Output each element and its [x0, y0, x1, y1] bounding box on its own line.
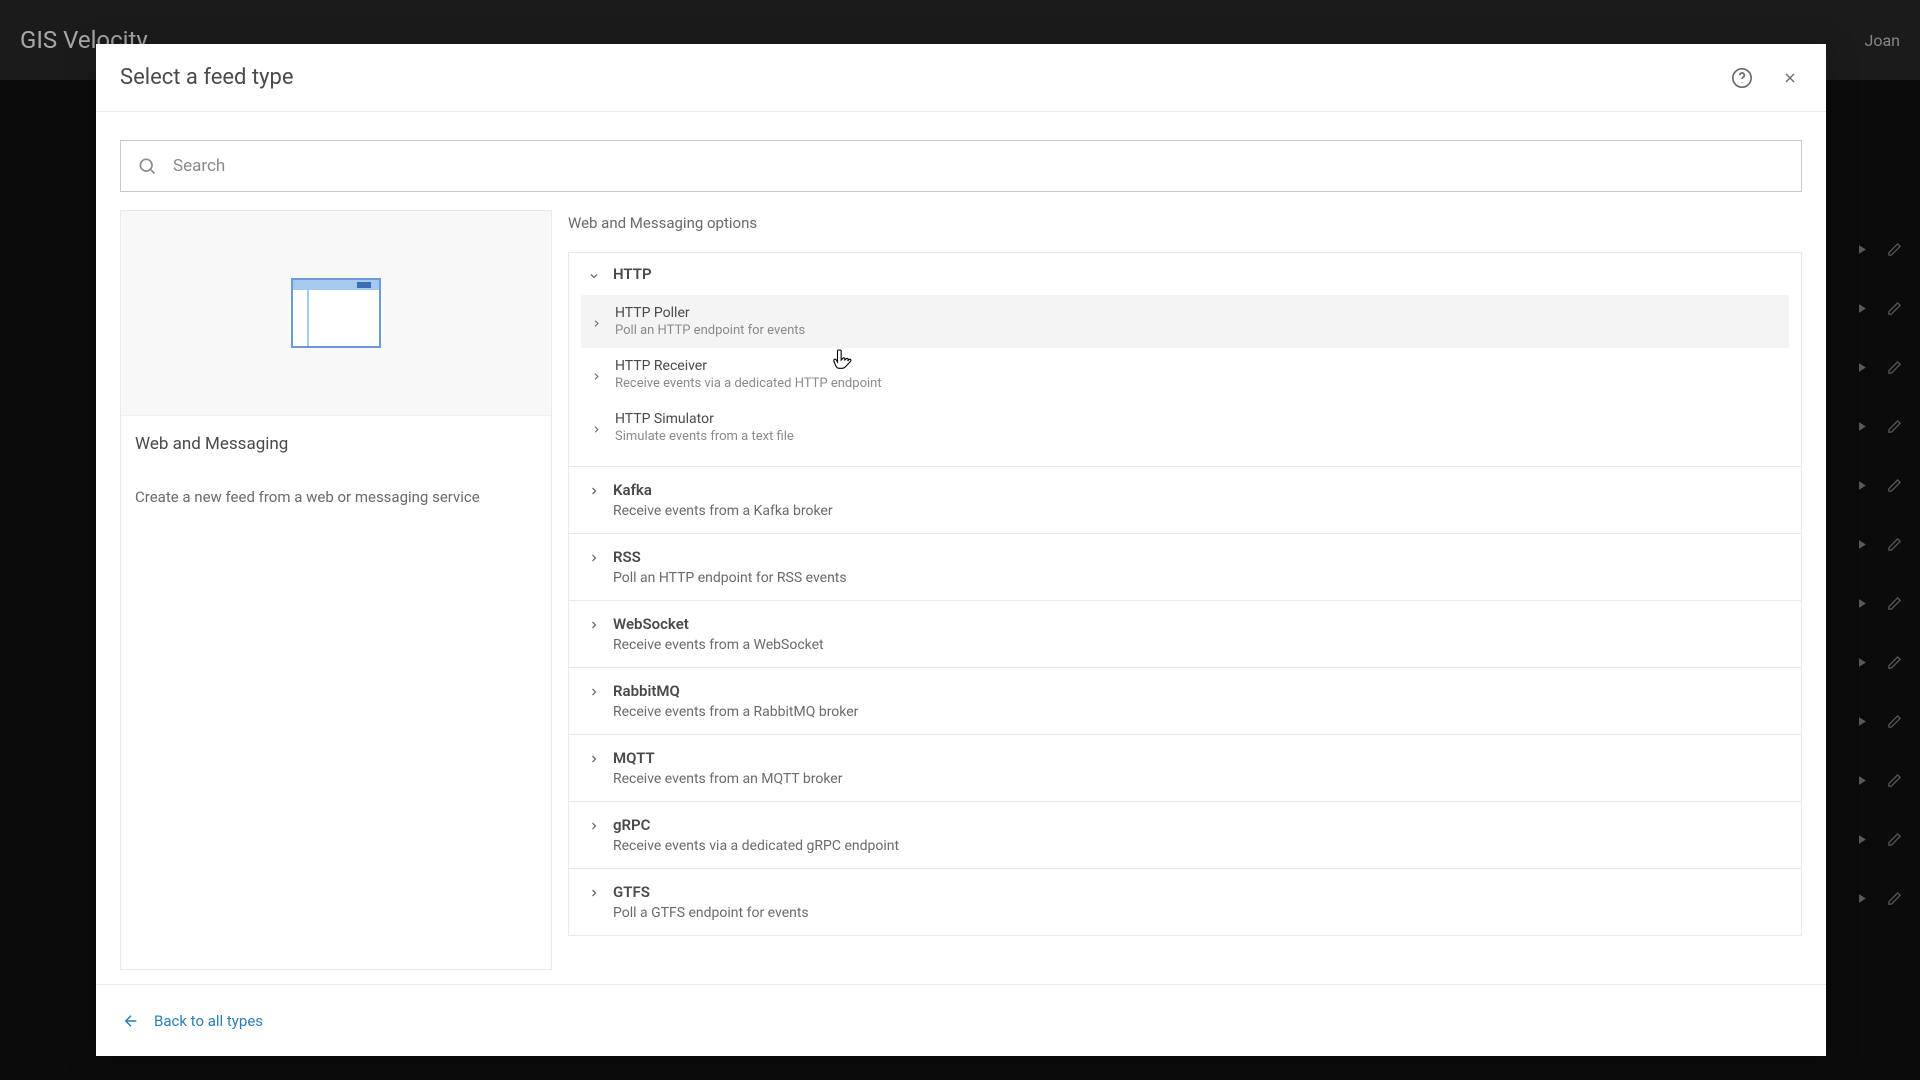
group-title: MQTT [613, 749, 842, 767]
chevron-right-icon [587, 551, 601, 565]
group-desc: Poll a GTFS endpoint for events [613, 905, 809, 921]
back-link[interactable]: Back to all types [122, 1012, 263, 1030]
category-card[interactable]: Web and Messaging Create a new feed from… [120, 210, 552, 970]
search-field[interactable] [120, 140, 1802, 192]
sub-option-title: HTTP Poller [615, 305, 805, 321]
chevron-right-icon [589, 369, 603, 383]
chevron-down-icon [587, 269, 601, 283]
web-messaging-icon [291, 278, 381, 348]
back-link-label: Back to all types [154, 1012, 263, 1030]
sub-option-desc: Simulate events from a text file [615, 429, 794, 444]
group-desc: Receive events from an MQTT broker [613, 771, 842, 787]
options-section-label: Web and Messaging options [568, 210, 1802, 232]
group-label: HTTP [613, 265, 652, 283]
group-desc: Receive events from a Kafka broker [613, 503, 833, 519]
chevron-right-icon [589, 422, 603, 436]
modal-title: Select a feed type [120, 65, 294, 90]
feed-type-modal: Select a feed type [96, 44, 1826, 1056]
sub-option-desc: Receive events via a dedicated HTTP endp… [615, 376, 882, 391]
modal-header-actions [1730, 66, 1802, 90]
close-button[interactable] [1778, 66, 1802, 90]
modal-footer: Back to all types [96, 984, 1826, 1056]
category-card-hero [121, 211, 551, 416]
group-header-http[interactable]: HTTP [569, 253, 1801, 295]
group-row[interactable]: RSS Poll an HTTP endpoint for RSS events [569, 533, 1801, 600]
body-columns: Web and Messaging Create a new feed from… [120, 210, 1802, 984]
group-title: WebSocket [613, 615, 824, 633]
modal-header: Select a feed type [96, 44, 1826, 112]
modal-body: Web and Messaging Create a new feed from… [96, 112, 1826, 984]
category-card-body: Web and Messaging Create a new feed from… [121, 416, 551, 524]
search-input[interactable] [173, 156, 1785, 176]
group-desc: Receive events from a WebSocket [613, 637, 824, 653]
category-description: Create a new feed from a web or messagin… [135, 488, 537, 506]
sub-option[interactable]: HTTP Receiver Receive events via a dedic… [581, 348, 1789, 401]
sub-option-title: HTTP Simulator [615, 411, 794, 427]
group-title: Kafka [613, 481, 833, 499]
group-row-texts: Kafka Receive events from a Kafka broker [613, 481, 833, 519]
chevron-right-icon [587, 752, 601, 766]
help-button[interactable] [1730, 66, 1754, 90]
group-row-texts: RSS Poll an HTTP endpoint for RSS events [613, 548, 847, 586]
group-desc: Receive events via a dedicated gRPC endp… [613, 838, 899, 854]
chevron-right-icon [589, 316, 603, 330]
options-column: Web and Messaging options HTTP HTTP Poll… [568, 210, 1802, 984]
options-panel: HTTP HTTP Poller Poll an HTTP endpoint f… [568, 252, 1802, 936]
group-title: RabbitMQ [613, 682, 858, 700]
sub-option[interactable]: HTTP Poller Poll an HTTP endpoint for ev… [581, 295, 1789, 348]
sub-option-texts: HTTP Receiver Receive events via a dedic… [615, 358, 882, 391]
sub-option-title: HTTP Receiver [615, 358, 882, 374]
group-title: GTFS [613, 883, 809, 901]
close-icon [1782, 70, 1798, 86]
sub-option-texts: HTTP Poller Poll an HTTP endpoint for ev… [615, 305, 805, 338]
group-row-texts: GTFS Poll a GTFS endpoint for events [613, 883, 809, 921]
category-name: Web and Messaging [135, 434, 537, 454]
group-row-texts: gRPC Receive events via a dedicated gRPC… [613, 816, 899, 854]
group-row-texts: MQTT Receive events from an MQTT broker [613, 749, 842, 787]
http-group-children: HTTP Poller Poll an HTTP endpoint for ev… [569, 295, 1801, 466]
chevron-right-icon [587, 484, 601, 498]
chevron-right-icon [587, 886, 601, 900]
chevron-right-icon [587, 819, 601, 833]
sub-option-desc: Poll an HTTP endpoint for events [615, 323, 805, 338]
category-panel: Web and Messaging Create a new feed from… [120, 210, 552, 984]
group-desc: Receive events from a RabbitMQ broker [613, 704, 858, 720]
sub-option[interactable]: HTTP Simulator Simulate events from a te… [581, 401, 1789, 454]
group-row[interactable]: WebSocket Receive events from a WebSocke… [569, 600, 1801, 667]
group-row-texts: RabbitMQ Receive events from a RabbitMQ … [613, 682, 858, 720]
help-icon [1731, 67, 1753, 89]
sub-option-texts: HTTP Simulator Simulate events from a te… [615, 411, 794, 444]
group-row[interactable]: RabbitMQ Receive events from a RabbitMQ … [569, 667, 1801, 734]
group-row-texts: WebSocket Receive events from a WebSocke… [613, 615, 824, 653]
arrow-left-icon [122, 1012, 140, 1030]
group-desc: Poll an HTTP endpoint for RSS events [613, 570, 847, 586]
group-row[interactable]: MQTT Receive events from an MQTT broker [569, 734, 1801, 801]
search-icon [137, 156, 157, 176]
group-row[interactable]: Kafka Receive events from a Kafka broker [569, 466, 1801, 533]
group-row[interactable]: GTFS Poll a GTFS endpoint for events [569, 868, 1801, 935]
group-row[interactable]: gRPC Receive events via a dedicated gRPC… [569, 801, 1801, 868]
chevron-right-icon [587, 685, 601, 699]
chevron-right-icon [587, 618, 601, 632]
group-title: RSS [613, 548, 847, 566]
group-title: gRPC [613, 816, 899, 834]
